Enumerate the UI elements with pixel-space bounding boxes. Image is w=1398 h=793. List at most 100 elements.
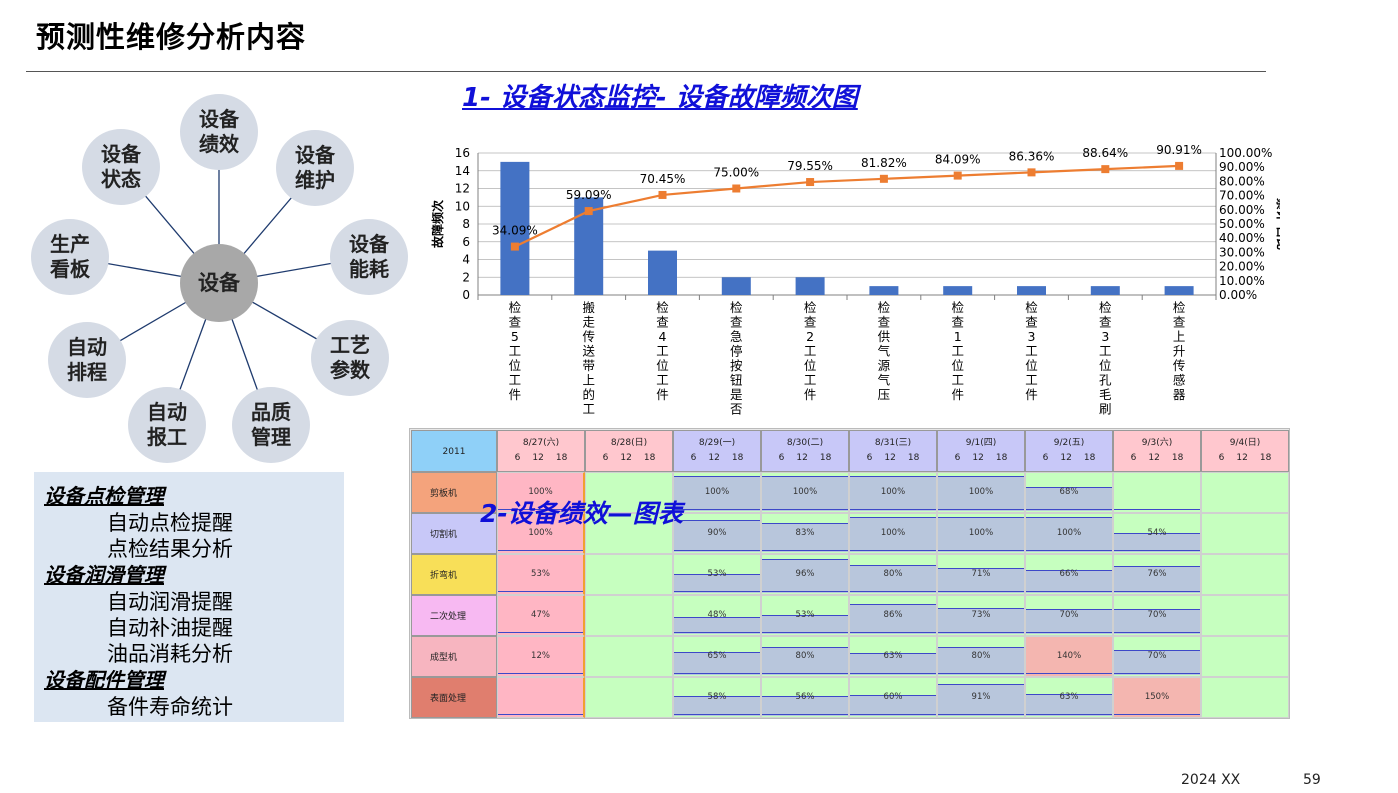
cumulative-label: 34.09% [492,224,538,238]
baseline-line [1114,673,1200,674]
baseline-line [1114,714,1200,715]
grid-cell: 96% [761,554,849,595]
date-label: 9/3(六) [1141,438,1173,448]
cumulative-point-7 [953,171,962,180]
cumulative-label: 90.91% [1156,143,1202,157]
grid-cell: 53% [673,554,761,595]
grid-cell: 56% [761,677,849,718]
hour-tick-label: 12 [1060,453,1072,463]
utilization-fill [1114,566,1200,593]
baseline-line [498,509,583,510]
bar-9 [1090,286,1120,295]
date-label: 8/29(一) [698,438,736,448]
section-1-title: 1- 设备状态监控- 设备故障频次图 [462,83,858,113]
grid-cell: 83% [761,513,849,554]
utilization-fill [674,574,760,593]
utilization-fill [938,684,1024,716]
grid-row-label: 成型机 [411,636,497,677]
grid-cell: 48% [673,595,761,636]
equipment-mindmap: 设备 绩效 设备 维护 设备 能耗 工艺 参数 品质 管理 自动 报工 自动 排程 生产 看板 … [0,0,420,470]
hour-tick-label: 12 [1148,453,1160,463]
category-label: 检查 5 工位工件 [509,300,522,402]
utilization-value: 65% [707,651,727,661]
y-tick-label: 8 [462,217,470,231]
utilization-line [1026,517,1112,518]
baseline-line [674,509,760,510]
grid-cell: 100% [1025,513,1113,554]
baseline-line [1026,632,1112,633]
grid-cell: 73% [937,595,1025,636]
hour-tick-label: 18 [1259,453,1272,463]
hour-tick-label: 6 [602,453,609,463]
category-label: 检查 3 工位工件 [1025,300,1038,402]
hour-tick-label: 18 [907,453,920,463]
utilization-fill [850,476,936,511]
hour-tick-label: 18 [555,453,568,463]
grid-cell: 100% [761,472,849,513]
grid-cell [1201,595,1289,636]
failure-pareto-chart: 0 2 4 6 8 10 12 14 16 0.00%10.00%20.00%30.00%40.0… [430,143,1280,417]
grid-date-header: 8/30(二) 6 12 18 [761,430,849,472]
utilization-line [674,476,760,477]
grid-cell: 71% [937,554,1025,595]
hour-tick-label: 6 [954,453,961,463]
grid-row-label: 表面处理 [411,677,497,718]
category-label: 检查急停按钮是否 [730,300,743,417]
utilization-fill [674,617,760,634]
list-item: 油品消耗分析 [107,642,233,666]
utilization-value: 100% [880,487,906,497]
list-item: 点检结果分析 [107,537,233,561]
hour-tick-label: 18 [995,453,1008,463]
utilization-value: 90% [707,528,727,538]
bar-4 [721,277,751,295]
utilization-fill [938,568,1024,593]
grid-cell: 47% [497,595,585,636]
date-label: 9/4(日) [1229,438,1261,448]
mindmap-node-performance: 设备 绩效 [180,94,258,170]
utilization-fill [1026,609,1112,634]
utilization-line [938,608,1024,609]
baseline-line [850,632,936,633]
baseline-line [1026,673,1112,674]
grid-cell [1113,472,1201,513]
cumulative-point-8 [1027,168,1036,177]
hour-tick-label: 12 [972,453,984,463]
utilization-value: 100% [792,487,818,497]
grid-cell: 63% [1025,677,1113,718]
utilization-value: 100% [968,528,994,538]
utilization-fill [762,615,848,634]
baseline-line [938,509,1024,510]
baseline-line [938,632,1024,633]
baseline-line [938,591,1024,592]
grid-cell [585,677,673,718]
utilization-line [938,647,1024,648]
baseline-line [762,714,848,715]
utilization-line [762,696,848,697]
section-2-title: 2-设备绩效—图表 [480,499,683,528]
utilization-value: 100% [968,487,994,497]
equipment-performance-grid: 2011 8/27(六) 6 12 18 8/28(日) 6 12 18 8/29(一) 6 12 18… [409,428,1290,719]
date-label: 8/27(六) [522,438,560,448]
cumulative-label: 70.45% [640,172,686,186]
list-item: 自动点检提醒 [107,511,233,535]
cumulative-label: 81.82% [861,156,907,170]
hour-tick-label: 18 [819,453,832,463]
utilization-value: 70% [1147,651,1167,661]
baseline-line [1114,509,1200,510]
utilization-line [850,565,936,566]
cumulative-point-5 [806,178,815,187]
utilization-value: 76% [1147,569,1167,579]
grid-date-header: 8/28(日) 6 12 18 [585,430,673,472]
hour-ticks: 6 12 18 [762,453,848,463]
mindmap-node-quality: 品质 管理 [232,387,310,463]
cumulative-label: 79.55% [787,159,833,173]
grid-cell: 91% [937,677,1025,718]
utilization-value: 100% [1056,528,1082,538]
hour-tick-label: 6 [1042,453,1049,463]
utilization-value: 53% [795,610,815,620]
utilization-fill [1026,570,1112,593]
utilization-line [762,615,848,616]
hour-ticks: 6 12 18 [586,453,672,463]
baseline-line [762,591,848,592]
utilization-line [1026,487,1112,488]
